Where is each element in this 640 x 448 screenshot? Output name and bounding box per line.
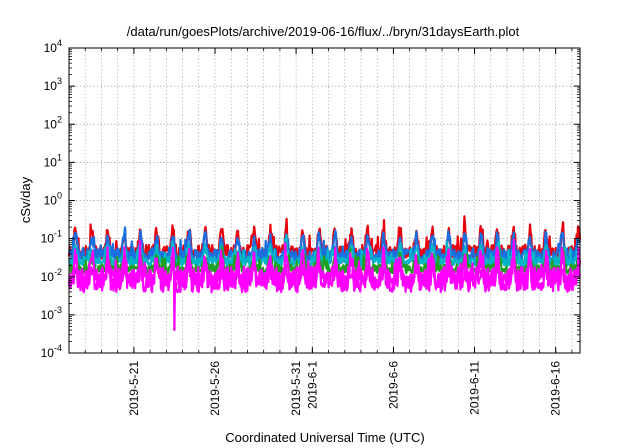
grid	[69, 48, 580, 353]
plot-area	[67, 215, 582, 332]
y-tick-label: 102	[44, 114, 62, 131]
y-axis-label: cSv/day	[18, 176, 33, 223]
x-axis-label: Coordinated Universal Time (UTC)	[225, 430, 424, 445]
chart-title: /data/run/goesPlots/archive/2019-06-16/f…	[127, 24, 520, 39]
y-tick-label: 10-4	[41, 343, 62, 360]
y-tick-label: 103	[44, 76, 62, 93]
y-tick-label: 104	[44, 38, 62, 55]
x-tick-label: 2019-5-31	[289, 361, 303, 416]
plot-frame	[68, 47, 581, 354]
x-tick-label: 2019-6-16	[549, 361, 563, 416]
x-tick-label: 2019-6-1	[305, 361, 319, 409]
series-line	[67, 251, 582, 294]
x-tick-label: 2019-6-11	[468, 361, 482, 415]
y-tick-label: 101	[44, 152, 62, 169]
y-tick-label: 10-1	[41, 229, 62, 246]
x-tick-label: 2019-6-6	[386, 361, 400, 409]
axes: 10-4 10-3 10-2 10-1 100 101 102 103 104 2019-5-21…	[41, 38, 581, 416]
y-tick-label: 100	[44, 191, 62, 208]
y-tick-label: 10-3	[41, 305, 62, 322]
y-tick-label: 10-2	[41, 267, 62, 284]
x-tick-label: 2019-5-26	[208, 361, 222, 416]
x-tick-label: 2019-5-21	[127, 361, 141, 416]
